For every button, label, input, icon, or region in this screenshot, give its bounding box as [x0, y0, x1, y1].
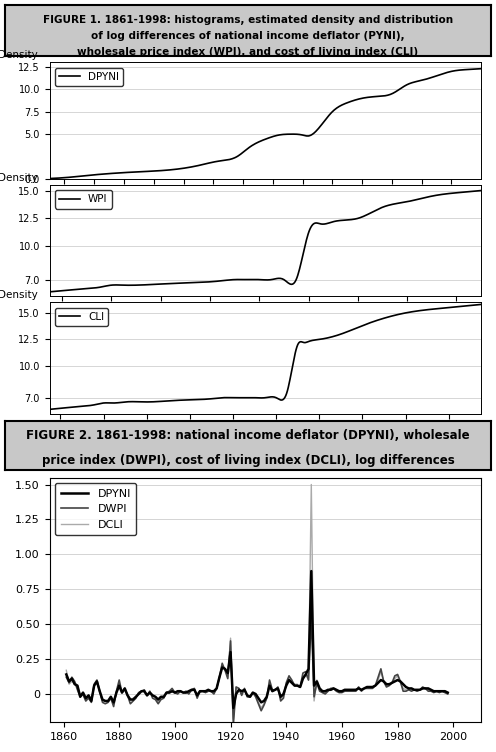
DPYNI	[445, 688, 451, 697]
Text: FIGURE 2. 1861-1998: national income deflator (DPYNI), wholesale: FIGURE 2. 1861-1998: national income def…	[26, 429, 470, 442]
DCLI	[445, 688, 451, 697]
DCLI	[63, 666, 69, 675]
DPYNI	[342, 685, 348, 694]
Text: of log differences of national income deflator (PYNI),: of log differences of national income de…	[91, 31, 405, 41]
Line: DWPI: DWPI	[66, 617, 448, 725]
Line: DCLI: DCLI	[66, 484, 448, 719]
DPYNI	[392, 677, 398, 686]
DCLI	[342, 687, 348, 696]
DPYNI	[63, 670, 69, 679]
DPYNI	[442, 687, 448, 696]
DCLI	[230, 714, 236, 723]
DWPI	[342, 687, 348, 696]
DWPI	[392, 672, 398, 681]
DWPI	[63, 673, 69, 682]
DWPI	[214, 684, 220, 693]
DCLI	[283, 680, 289, 689]
DCLI	[442, 688, 448, 697]
Text: price index (DWPI), cost of living index (DCLI), log differences: price index (DWPI), cost of living index…	[42, 453, 454, 467]
DPYNI	[309, 566, 314, 575]
DCLI	[214, 684, 220, 693]
DWPI	[445, 690, 451, 699]
Text: FIGURE 1. 1861-1998: histograms, estimated density and distribution: FIGURE 1. 1861-1998: histograms, estimat…	[43, 14, 453, 25]
DCLI	[309, 480, 314, 489]
Legend: WPI: WPI	[55, 190, 112, 208]
DWPI	[283, 678, 289, 687]
DPYNI	[230, 703, 236, 712]
Text: Density: Density	[0, 290, 38, 300]
Legend: CLI: CLI	[55, 308, 109, 326]
DWPI	[442, 688, 448, 697]
Legend: DPYNI: DPYNI	[55, 68, 124, 86]
Text: Density: Density	[0, 50, 38, 60]
DWPI	[309, 613, 314, 622]
DPYNI	[283, 681, 289, 690]
DCLI	[202, 688, 208, 697]
DPYNI	[202, 687, 208, 696]
Legend: DPYNI, DWPI, DCLI: DPYNI, DWPI, DCLI	[55, 483, 136, 535]
Line: DPYNI: DPYNI	[66, 571, 448, 708]
DWPI	[202, 688, 208, 697]
DWPI	[230, 720, 236, 729]
DCLI	[392, 674, 398, 683]
DPYNI	[214, 684, 220, 693]
Text: wholesale price index (WPI), and cost of living index (CLI): wholesale price index (WPI), and cost of…	[77, 47, 419, 57]
Text: Density: Density	[0, 173, 38, 183]
